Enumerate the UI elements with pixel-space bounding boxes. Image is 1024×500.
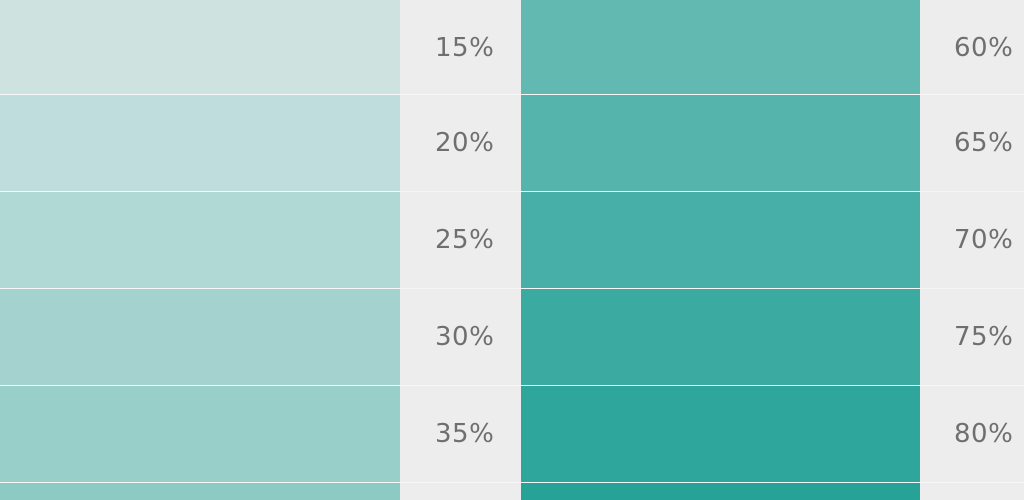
opacity-label: 25%: [435, 225, 495, 255]
swatch-row: 35% 80%: [0, 386, 1024, 482]
color-swatch[interactable]: [0, 483, 400, 500]
opacity-label: 70%: [954, 225, 1014, 255]
row-divider: [0, 385, 1024, 386]
color-swatch[interactable]: [0, 95, 400, 191]
color-swatch[interactable]: [0, 192, 400, 288]
opacity-label: 80%: [954, 419, 1014, 449]
color-swatch[interactable]: [521, 289, 920, 385]
row-divider: [0, 288, 1024, 289]
opacity-label: 15%: [435, 33, 495, 63]
color-swatch[interactable]: [0, 386, 400, 482]
swatch-row: 15% 60%: [0, 0, 1024, 96]
opacity-label: 60%: [954, 33, 1014, 63]
color-swatch[interactable]: [0, 289, 400, 385]
color-swatch[interactable]: [521, 192, 920, 288]
color-swatch[interactable]: [521, 95, 920, 191]
swatch-row: 25% 70%: [0, 192, 1024, 288]
row-divider: [0, 94, 1024, 95]
row-divider: [0, 482, 1024, 483]
swatch-row: 30% 75%: [0, 289, 1024, 385]
opacity-label: 30%: [435, 322, 495, 352]
opacity-label: 20%: [435, 128, 495, 158]
opacity-label: 65%: [954, 128, 1014, 158]
color-swatch[interactable]: [521, 483, 920, 500]
swatch-row: [0, 483, 1024, 500]
color-swatch[interactable]: [521, 386, 920, 482]
opacity-label: 35%: [435, 419, 495, 449]
color-swatch[interactable]: [521, 0, 920, 96]
color-swatch[interactable]: [0, 0, 400, 96]
opacity-label: 75%: [954, 322, 1014, 352]
swatch-row: 20% 65%: [0, 95, 1024, 191]
row-divider: [0, 191, 1024, 192]
